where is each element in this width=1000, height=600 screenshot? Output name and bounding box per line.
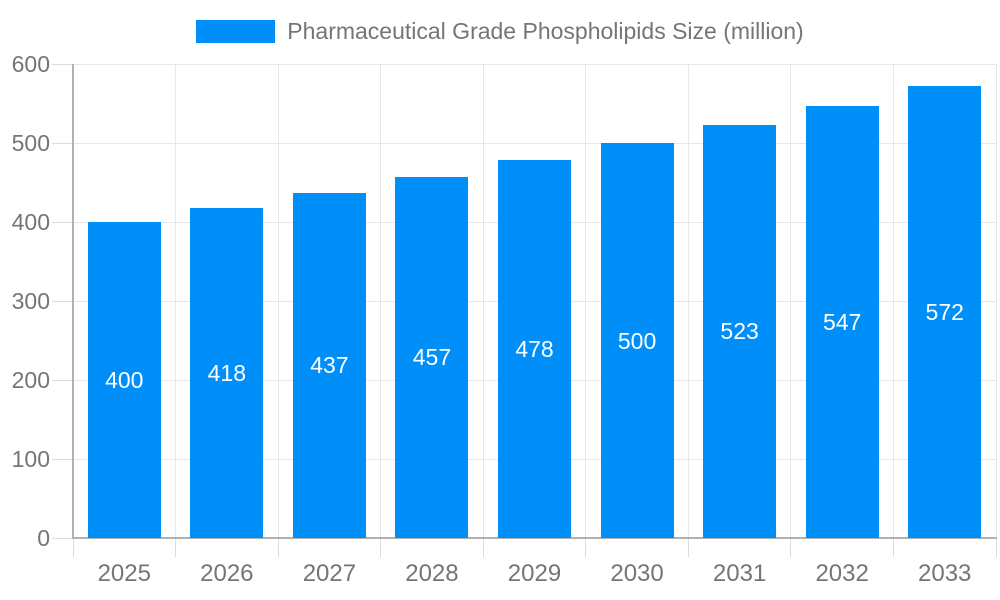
bar[interactable] xyxy=(805,105,879,538)
x-axis-tick xyxy=(482,538,484,557)
x-axis-label: 2028 xyxy=(405,560,459,587)
y-axis-tick xyxy=(52,63,73,65)
x-gridline xyxy=(277,64,279,538)
x-axis-label: 2030 xyxy=(610,560,664,587)
bar-value-label: 523 xyxy=(720,318,759,345)
bar[interactable] xyxy=(703,124,777,538)
x-gridline xyxy=(790,64,792,538)
y-axis-label: 200 xyxy=(11,367,50,393)
x-gridline xyxy=(175,64,177,538)
bar-value-label: 572 xyxy=(925,299,964,326)
bar[interactable] xyxy=(600,143,674,538)
bar-value-label: 418 xyxy=(207,359,247,386)
bar[interactable] xyxy=(498,160,571,538)
bar-value-label: 547 xyxy=(822,308,862,335)
y-axis-label: 100 xyxy=(11,446,50,472)
x-axis-tick xyxy=(72,538,74,557)
x-axis-label: 2027 xyxy=(302,560,357,587)
bar[interactable] xyxy=(395,176,469,538)
y-axis-label: 600 xyxy=(11,51,50,77)
x-axis-label: 2033 xyxy=(918,560,972,587)
x-axis-tick xyxy=(175,538,177,557)
bar-value-label: 437 xyxy=(310,352,349,379)
bar-value-label: 400 xyxy=(105,367,144,393)
x-axis-label: 2032 xyxy=(815,560,869,587)
y-axis-label: 400 xyxy=(11,209,50,235)
y-axis-line xyxy=(72,64,74,539)
x-axis-label: 2031 xyxy=(712,560,767,587)
x-axis-tick xyxy=(790,538,792,557)
y-axis-label: 500 xyxy=(11,130,50,156)
x-axis-tick xyxy=(995,538,997,557)
x-gridline xyxy=(482,64,484,538)
bar[interactable] xyxy=(87,222,161,538)
bar[interactable] xyxy=(292,192,366,538)
legend-marker-icon xyxy=(196,19,276,43)
bar[interactable] xyxy=(908,86,982,538)
x-axis-tick xyxy=(277,538,279,557)
bar-value-label: 457 xyxy=(412,344,452,371)
y-axis-tick xyxy=(52,300,73,302)
legend-label: Pharmaceutical Grade Phospholipids Size … xyxy=(287,18,804,44)
x-axis-line xyxy=(72,537,997,539)
bar[interactable] xyxy=(190,207,264,538)
y-axis-tick xyxy=(52,221,73,223)
y-gridline xyxy=(73,63,996,65)
y-axis-tick xyxy=(52,537,73,539)
y-axis-tick xyxy=(52,142,73,144)
x-gridline xyxy=(995,64,997,538)
x-axis-label: 2029 xyxy=(507,560,562,587)
x-axis-tick xyxy=(380,538,382,557)
bar-value-label: 500 xyxy=(617,327,657,354)
x-gridline xyxy=(585,64,587,538)
y-axis-tick xyxy=(52,379,73,381)
x-axis-tick xyxy=(585,538,587,557)
y-axis-label: 300 xyxy=(11,288,50,314)
x-axis-label: 2025 xyxy=(97,560,151,587)
bar-value-label: 478 xyxy=(515,336,554,363)
x-axis-tick xyxy=(687,538,689,557)
x-gridline xyxy=(892,64,894,538)
x-gridline xyxy=(687,64,689,538)
y-gridline xyxy=(73,142,996,144)
x-axis-tick xyxy=(892,538,894,557)
legend[interactable]: Pharmaceutical Grade Phospholipids Size … xyxy=(0,17,1000,45)
y-axis-tick xyxy=(52,458,73,460)
x-gridline xyxy=(380,64,382,538)
y-axis-label: 0 xyxy=(37,525,50,551)
x-axis-label: 2026 xyxy=(200,560,254,587)
